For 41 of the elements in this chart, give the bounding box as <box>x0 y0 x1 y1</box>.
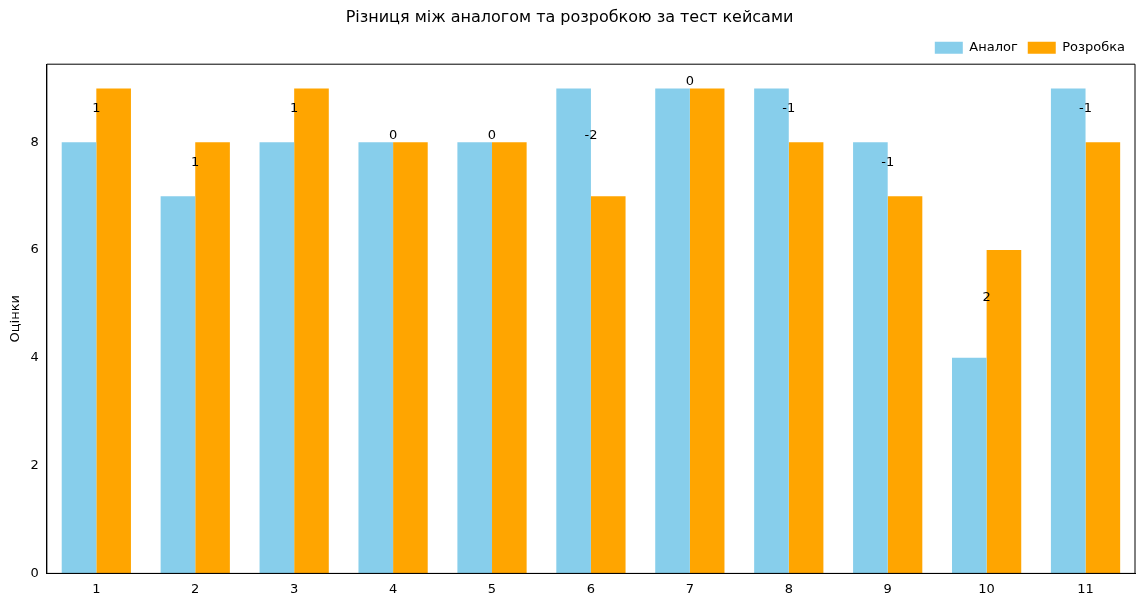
bar <box>952 357 987 574</box>
y-tick-label: 0 <box>30 564 39 580</box>
x-tick-label: 4 <box>388 580 398 596</box>
y-tick-label: 8 <box>30 133 39 149</box>
bar <box>457 142 493 574</box>
annotation: -1 <box>782 100 796 116</box>
bar <box>655 88 690 574</box>
y-axis-title: Оцінки <box>7 295 23 343</box>
chart-title: Різниця між аналогом та розробкою за тест кейсами <box>345 6 794 26</box>
bar <box>887 196 923 574</box>
x-tick-label: 11 <box>1077 580 1094 596</box>
annotation: 0 <box>487 127 497 143</box>
bar <box>492 142 527 574</box>
x-tick-label: 3 <box>290 580 299 596</box>
y-tick-label: 6 <box>30 241 39 257</box>
bar <box>61 142 97 574</box>
legend-label: Розробка <box>1062 39 1125 55</box>
annotation: -1 <box>1079 100 1093 116</box>
x-tick-label: 7 <box>685 580 694 596</box>
annotation: -2 <box>584 127 598 143</box>
y-tick-label: 4 <box>30 349 39 365</box>
bar <box>358 142 394 574</box>
bar <box>689 88 725 574</box>
annotation: 0 <box>685 73 694 89</box>
bar <box>590 196 626 574</box>
annotation: -1 <box>881 154 895 170</box>
bar <box>788 142 824 574</box>
x-tick-label: 1 <box>92 580 101 596</box>
x-tick-label: 9 <box>883 580 892 596</box>
bar <box>160 196 196 574</box>
x-tick-label: 10 <box>978 580 995 596</box>
x-tick-label: 6 <box>586 580 596 596</box>
bar <box>393 142 428 574</box>
annotation: 0 <box>388 127 398 143</box>
x-tick-label: 2 <box>191 580 200 596</box>
bar <box>259 142 295 574</box>
legend-label: Аналог <box>969 39 1018 55</box>
x-tick-label: 5 <box>487 580 497 596</box>
x-tick-label: 8 <box>784 580 793 596</box>
bar <box>1085 142 1121 574</box>
y-tick-label: 2 <box>30 457 39 473</box>
